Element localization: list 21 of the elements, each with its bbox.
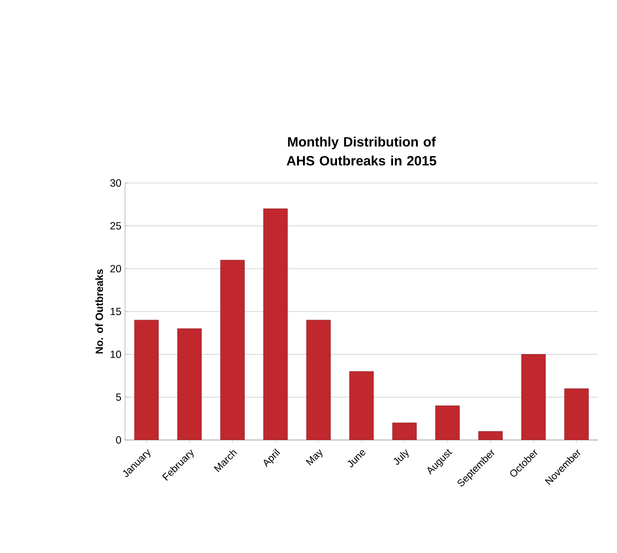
y-axis-title: No. of Outbreaks [95, 269, 104, 354]
bar [392, 422, 417, 440]
y-tick-label: 10 [110, 350, 122, 358]
y-tick-label: 15 [110, 308, 122, 316]
y-tick-label: 25 [110, 222, 122, 230]
bar [521, 354, 546, 440]
x-tick-label: May [306, 449, 322, 466]
bar [435, 406, 460, 440]
y-tick-label: 0 [116, 436, 122, 444]
bar [564, 388, 589, 440]
bar [220, 260, 245, 440]
bar [263, 208, 288, 440]
y-tick-label: 30 [110, 179, 122, 187]
chart-title: Monthly Distribution of AHS Outbreaks in 2015 [286, 136, 436, 166]
bar [306, 320, 331, 440]
y-tick-label: 20 [110, 264, 122, 272]
bar [134, 320, 159, 440]
bar [177, 328, 202, 440]
y-tick-label: 5 [116, 394, 122, 401]
bar [349, 371, 374, 440]
x-tick-label: July [394, 449, 409, 465]
